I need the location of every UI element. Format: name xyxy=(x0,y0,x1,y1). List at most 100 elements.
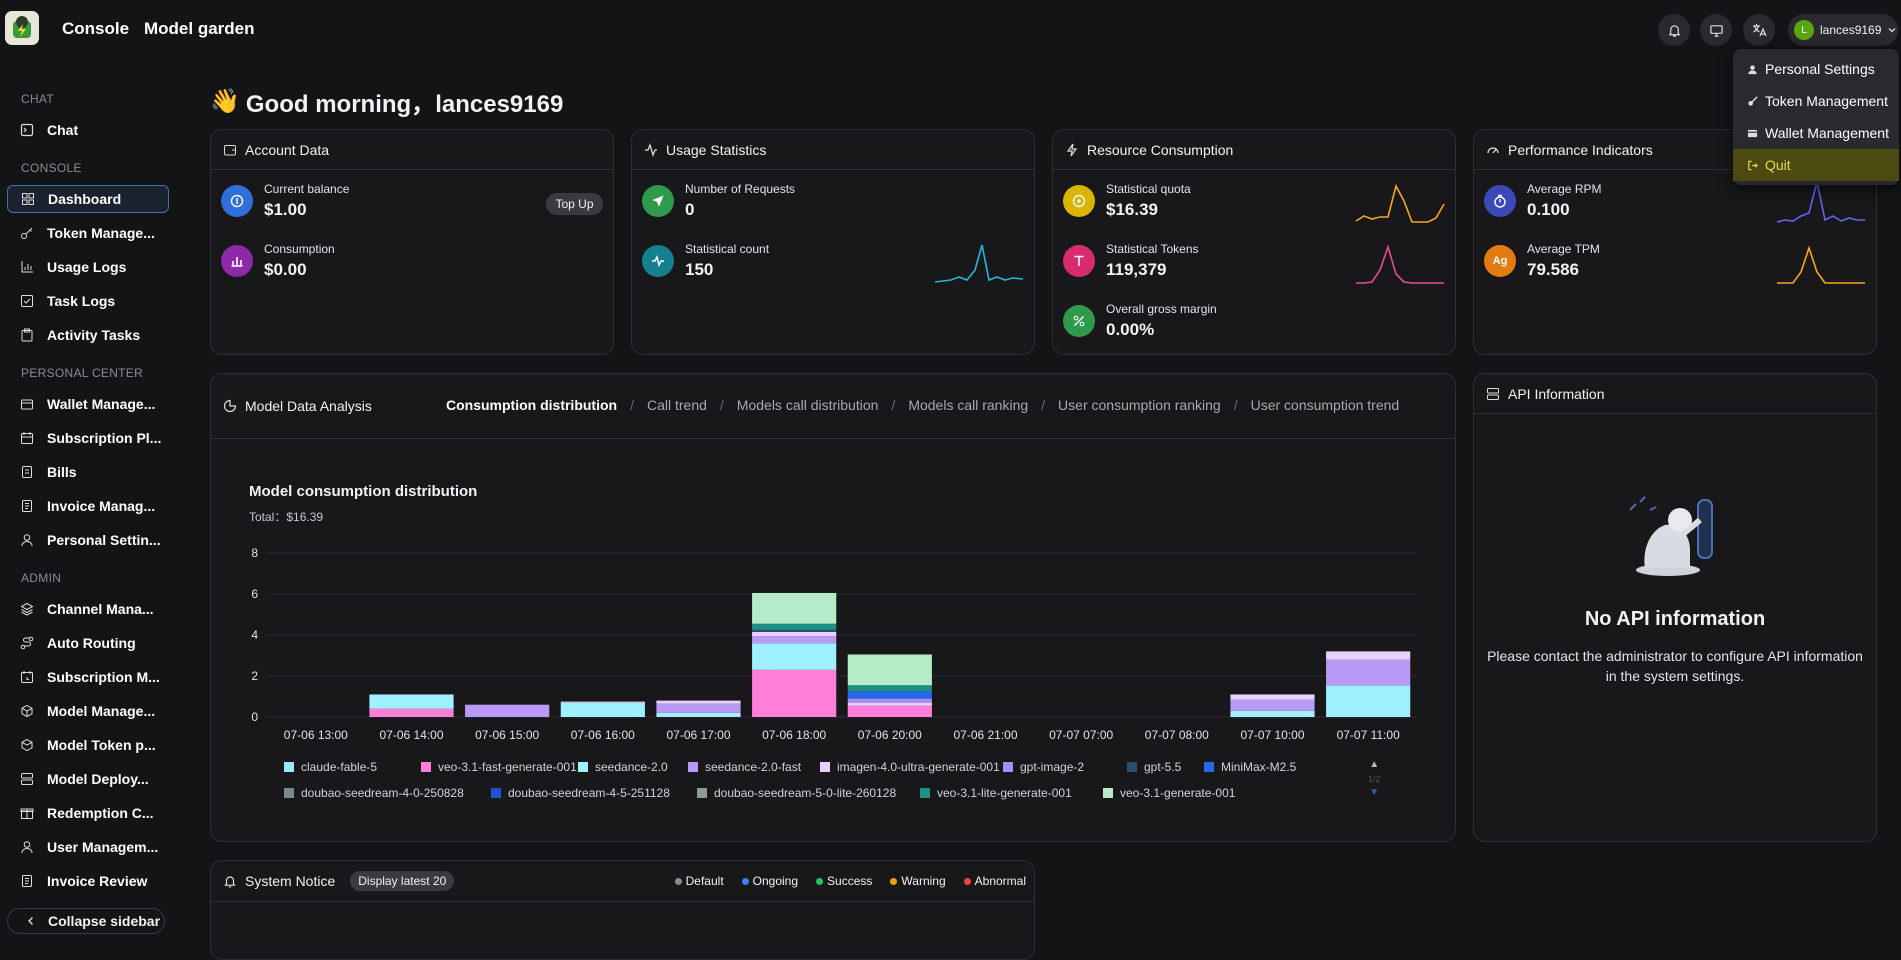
server-icon xyxy=(1487,387,1499,400)
consumption-metric: Consumption $0.00 xyxy=(221,242,335,280)
status-dot xyxy=(741,877,749,885)
metric-label: Average TPM xyxy=(1527,242,1600,256)
section-personal-center: PERSONAL CENTER xyxy=(21,366,144,380)
sidebar-item-dashboard[interactable]: Dashboard xyxy=(7,185,169,213)
sidebar-item-token-management[interactable]: Token Manage... xyxy=(7,219,169,247)
user-menu-button[interactable]: L lances9169 xyxy=(1788,14,1898,46)
card-title: Performance Indicators xyxy=(1508,141,1653,158)
metric-value: 0.00% xyxy=(1106,320,1155,339)
legend-swatch xyxy=(688,762,698,772)
usage-statistics-card: Usage Statistics xyxy=(631,129,1035,355)
legend-item[interactable]: imagen-4.0-ultra-generate-001 xyxy=(820,760,1000,774)
sidebar-item-wallet-management[interactable]: Wallet Manage... xyxy=(7,390,169,418)
legend-item[interactable]: seedance-2.0 xyxy=(578,760,668,774)
key-icon xyxy=(1748,95,1758,106)
sidebar-item-chat[interactable]: Chat xyxy=(7,116,169,144)
x-tick-label: 07-07 10:00 xyxy=(1240,728,1304,742)
sidebar-item-subscription-plans[interactable]: Subscription Pl... xyxy=(7,424,169,452)
metric-value: $0.00 xyxy=(264,260,307,279)
legend-item[interactable]: doubao-seedream-4-0-250828 xyxy=(284,786,464,800)
sidebar-item-usage-logs[interactable]: Usage Logs xyxy=(7,253,169,281)
tab-user-consumption-ranking[interactable]: User consumption ranking xyxy=(1058,397,1221,413)
requests-metric: Number of Requests 0 xyxy=(642,182,795,220)
sidebar-item-invoice-management[interactable]: Invoice Manag... xyxy=(7,492,169,520)
menu-quit[interactable]: Quit xyxy=(1733,149,1899,181)
legend-down-icon[interactable]: ▼ xyxy=(1369,787,1380,798)
top-up-button[interactable]: Top Up xyxy=(546,193,603,215)
sidebar-item-label: Subscription Pl... xyxy=(47,430,162,446)
sidebar-item-subscription-management[interactable]: Subscription M... xyxy=(7,663,169,691)
tab-models-call-ranking[interactable]: Models call ranking xyxy=(908,397,1029,413)
sidebar-item-auto-routing[interactable]: Auto Routing xyxy=(7,629,169,657)
sidebar-item-task-logs[interactable]: Task Logs xyxy=(7,287,169,315)
tab-user-consumption-trend[interactable]: User consumption trend xyxy=(1250,397,1400,413)
legend-pager: ▲ 1/2 ▼ xyxy=(1368,758,1381,800)
legend-item[interactable]: doubao-seedream-4-5-251128 xyxy=(491,786,670,800)
legend-item[interactable]: claude-fable-5 xyxy=(284,760,377,774)
legend-page: 1/2 xyxy=(1368,774,1381,784)
sidebar-item-label: Subscription M... xyxy=(47,669,160,685)
metric-value: 0 xyxy=(685,200,695,219)
sidebar-item-model-deployment[interactable]: Model Deploy... xyxy=(7,765,169,793)
legend-item[interactable]: seedance-2.0-fast xyxy=(688,760,801,774)
x-tick-label: 07-06 20:00 xyxy=(858,728,922,742)
sidebar-item-label: Model Deploy... xyxy=(47,771,149,787)
legend-swatch xyxy=(421,762,431,772)
legend-item[interactable]: veo-3.1-generate-001 xyxy=(1103,786,1235,800)
metric-label: Statistical count xyxy=(685,242,770,256)
legend-label: imagen-4.0-ultra-generate-001 xyxy=(837,760,1000,774)
section-admin: ADMIN xyxy=(21,571,62,585)
sidebar-item-invoice-review[interactable]: Invoice Review xyxy=(7,867,169,895)
bar-segment xyxy=(369,694,454,709)
sidebar-item-model-token-pricing[interactable]: Model Token p... xyxy=(7,731,169,759)
sidebar-item-personal-settings[interactable]: Personal Settin... xyxy=(7,526,169,554)
tab-consumption-distribution[interactable]: Consumption distribution xyxy=(446,397,618,413)
system-notice-card: System Notice Display latest 20 Default … xyxy=(210,860,1035,960)
user-icon xyxy=(21,841,33,854)
status-label: Warning xyxy=(901,874,946,888)
sidebar-item-redemption-codes[interactable]: Redemption C... xyxy=(7,799,169,827)
legend-item[interactable]: veo-3.1-fast-generate-001 xyxy=(421,760,577,774)
nav-model-garden[interactable]: Model garden xyxy=(144,19,255,38)
menu-personal-settings[interactable]: Personal Settings xyxy=(1733,53,1899,85)
document-icon xyxy=(22,875,32,887)
receipt-icon xyxy=(22,466,32,478)
legend-item[interactable]: veo-3.1-lite-generate-001 xyxy=(920,786,1072,800)
legend-item[interactable]: gpt-5.5 xyxy=(1127,760,1181,774)
display-latest-badge[interactable]: Display latest 20 xyxy=(350,871,455,891)
legend-item[interactable]: doubao-seedream-5-0-lite-260128 xyxy=(697,786,896,800)
bar-segment xyxy=(752,643,837,670)
card-title: Account Data xyxy=(245,141,330,158)
tab-call-trend[interactable]: Call trend xyxy=(646,397,707,413)
sidebar-item-channel-management[interactable]: Channel Mana... xyxy=(7,595,169,623)
legend-label: veo-3.1-generate-001 xyxy=(1120,786,1236,800)
empty-title: No API information xyxy=(1584,608,1766,630)
sidebar-item-user-management[interactable]: User Managem... xyxy=(7,833,169,861)
coin-icon xyxy=(221,185,253,217)
menu-token-management[interactable]: Token Management xyxy=(1733,85,1899,117)
tab-models-call-distribution[interactable]: Models call distribution xyxy=(736,397,879,413)
app-logo[interactable] xyxy=(5,11,39,45)
legend-item[interactable]: MiniMax-M2.5 xyxy=(1204,760,1296,774)
bar-segment xyxy=(465,704,550,717)
collapse-sidebar-button[interactable]: Collapse sidebar xyxy=(7,908,165,934)
username: lances9169 xyxy=(1820,23,1882,37)
wallet-icon xyxy=(1747,129,1758,137)
sidebar-item-activity-tasks[interactable]: Activity Tasks xyxy=(7,321,169,349)
menu-wallet-management[interactable]: Wallet Management xyxy=(1733,117,1899,149)
legend-item[interactable]: gpt-image-2 xyxy=(1003,760,1084,774)
bell-icon[interactable] xyxy=(1658,14,1690,46)
legend-up-icon[interactable]: ▲ xyxy=(1369,759,1380,770)
statistical-quota-metric: Statistical quota $16.39 xyxy=(1063,182,1191,220)
gift-icon xyxy=(20,808,34,819)
sidebar-item-model-management[interactable]: Model Manage... xyxy=(7,697,169,725)
legend-label: MiniMax-M2.5 xyxy=(1221,760,1297,774)
bar-segment xyxy=(847,685,932,692)
nav-console[interactable]: Console xyxy=(62,19,130,38)
monitor-icon[interactable] xyxy=(1700,14,1732,46)
legend-swatch xyxy=(491,788,501,798)
translate-icon[interactable] xyxy=(1743,14,1775,46)
sidebar-item-bills[interactable]: Bills xyxy=(7,458,169,486)
average-tpm-sparkline xyxy=(1777,245,1865,284)
avatar: L xyxy=(1794,20,1814,40)
